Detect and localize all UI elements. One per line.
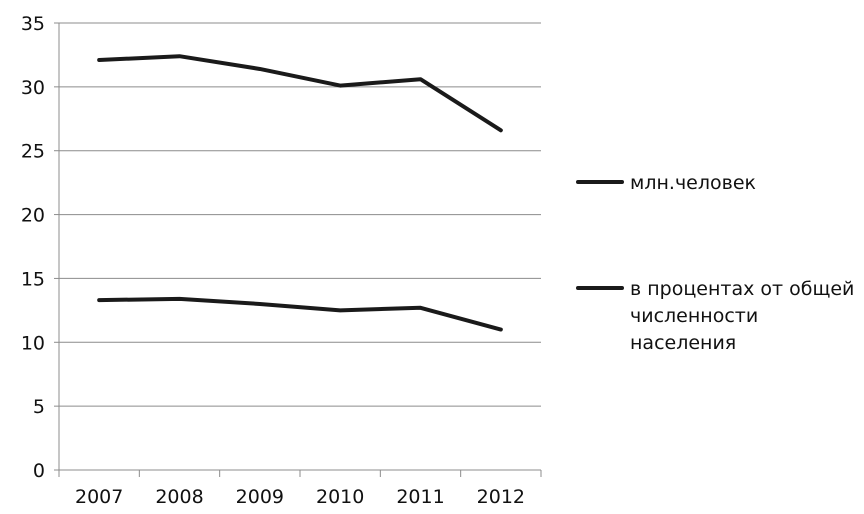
x-tick-label: 2010 bbox=[316, 486, 364, 508]
y-tick-label: 30 bbox=[21, 77, 45, 99]
y-tick-label: 20 bbox=[21, 205, 45, 227]
legend-label-line: в процентах от общей bbox=[630, 278, 854, 300]
x-tick-label: 2011 bbox=[396, 486, 444, 508]
x-tick-label: 2009 bbox=[236, 486, 284, 508]
x-tick-labels: 2007 2008 2009 2010 2011 2012 bbox=[75, 486, 525, 508]
y-tick-label: 10 bbox=[21, 332, 45, 354]
y-tick-label: 25 bbox=[21, 141, 45, 163]
x-tick-label: 2012 bbox=[477, 486, 525, 508]
y-tick-label: 35 bbox=[21, 13, 45, 35]
gridlines bbox=[59, 23, 541, 406]
legend-label: млн.человек bbox=[630, 172, 756, 194]
x-tick-label: 2008 bbox=[155, 486, 203, 508]
legend-item-2: в процентах от общей численности населения bbox=[578, 278, 854, 354]
y-tick-labels: 0 5 10 15 20 25 30 35 bbox=[21, 13, 45, 482]
series-lines bbox=[99, 56, 501, 330]
legend-label: в процентах от общей численности населения bbox=[630, 278, 854, 354]
legend-label-line: населения bbox=[630, 332, 736, 354]
legend-item-1: млн.человек bbox=[578, 172, 756, 194]
legend: млн.человек в процентах от общей численнос… bbox=[578, 172, 854, 354]
legend-label-line: млн.человек bbox=[630, 172, 756, 194]
y-tick-label: 5 bbox=[33, 396, 45, 418]
series-line-1 bbox=[99, 56, 501, 130]
series-line-2 bbox=[99, 299, 501, 330]
legend-label-line: численности bbox=[630, 305, 758, 327]
x-tick-label: 2007 bbox=[75, 486, 123, 508]
y-tick-label: 0 bbox=[33, 460, 45, 482]
axes bbox=[54, 23, 541, 477]
y-tick-label: 15 bbox=[21, 268, 45, 290]
